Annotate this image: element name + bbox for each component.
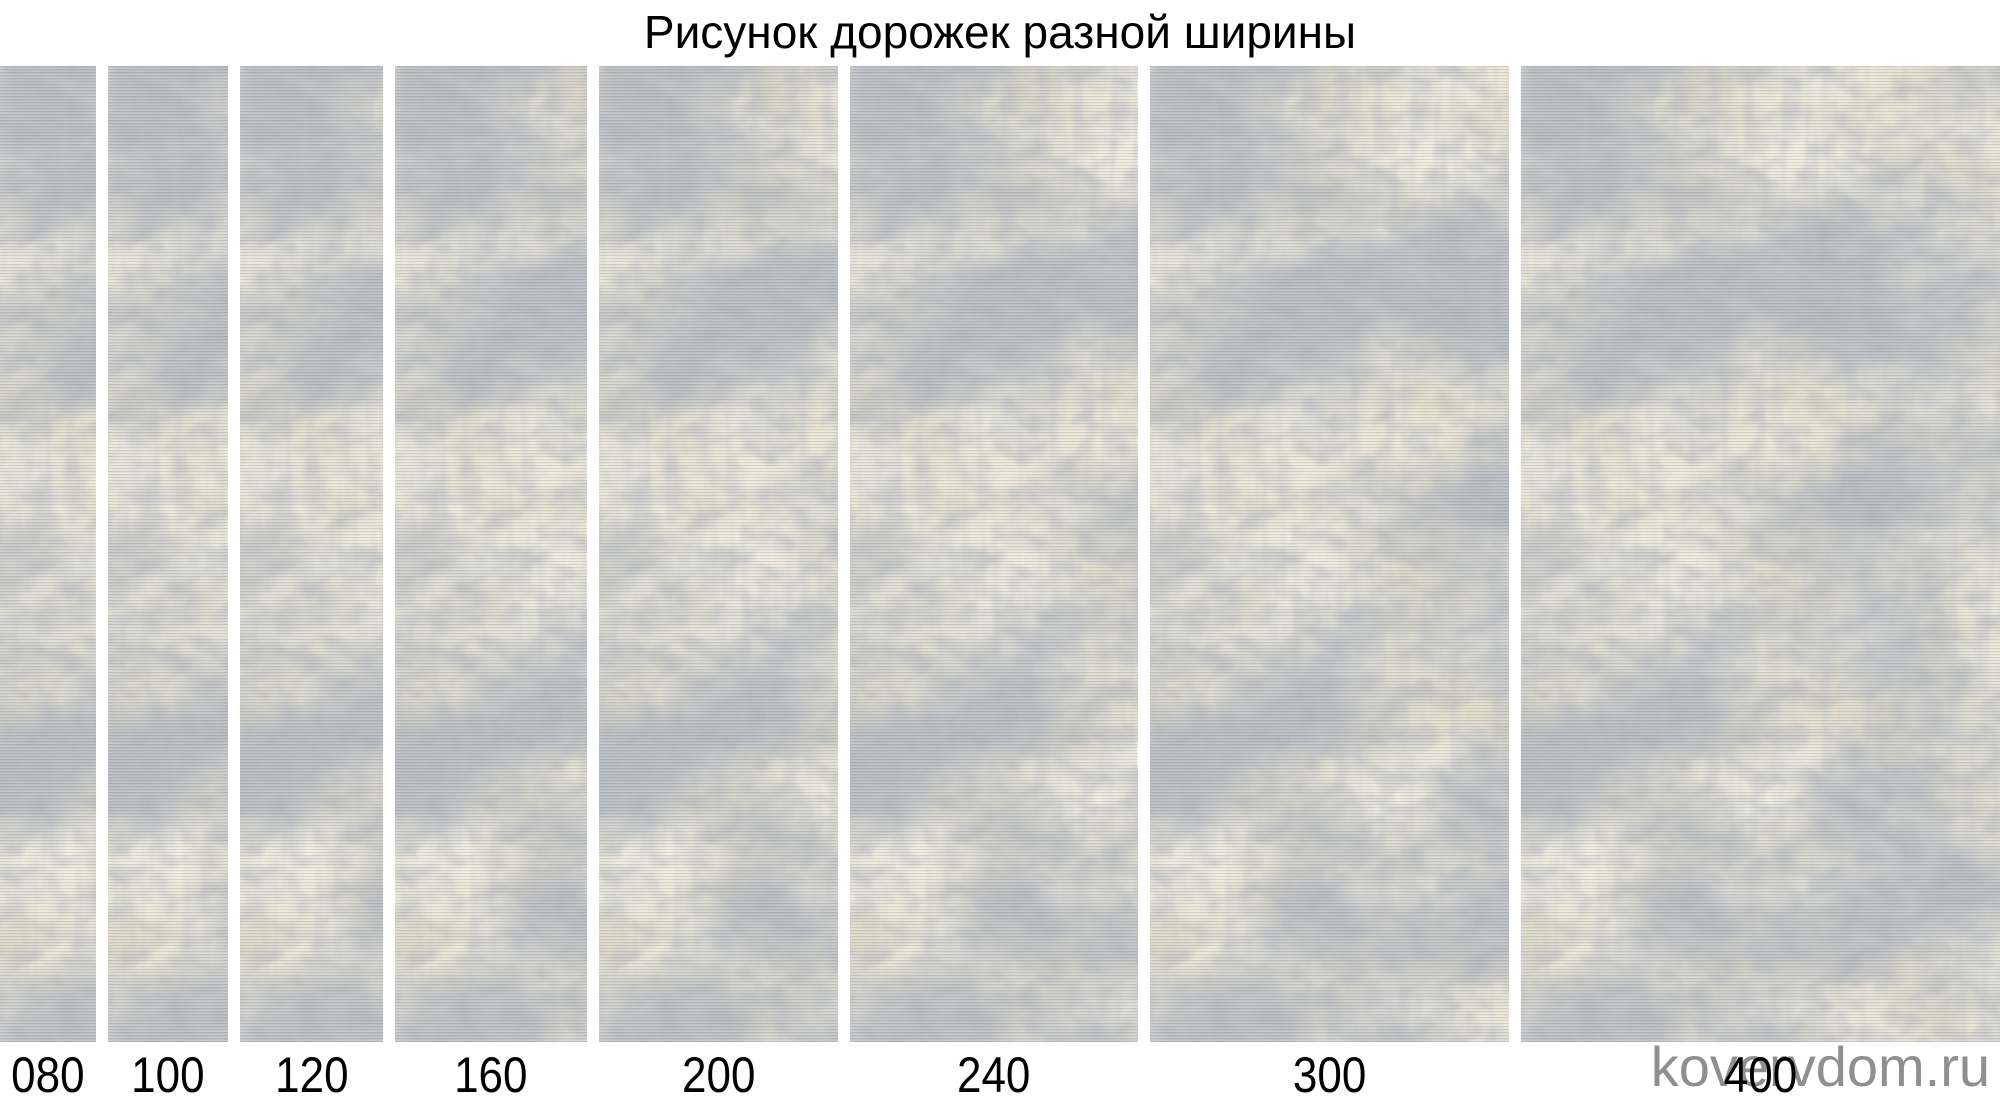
strip-width-label: 300 [1292,1046,1367,1103]
carpet-strip: 100 [107,66,228,1107]
watermark: kovervdom.ru [1650,1035,1990,1098]
strip-width-label: 160 [454,1046,528,1103]
carpet-texture-image [239,66,384,1042]
strip-width-label: 400 [1723,1046,1798,1103]
strip-width-label: 080 [11,1046,85,1103]
strip-width-label: 200 [681,1046,756,1103]
strip-width-label: 100 [130,1046,205,1103]
carpet-texture-image [0,66,96,1042]
carpet-texture-image [1149,66,1509,1042]
strips-row: 080 100 120 [0,66,2000,1107]
strip-width-label: 240 [957,1046,1031,1103]
carpet-strip: 080 [0,66,96,1107]
carpet-strip: 120 [239,66,384,1107]
carpet-strip: 300 [1149,66,1509,1107]
strip-width-label: 120 [274,1046,349,1103]
carpet-texture-image [850,66,1138,1042]
carpet-strip: 400 [1520,66,2000,1107]
carpet-texture-image [395,66,587,1042]
carpet-strip: 200 [598,66,839,1107]
carpet-texture-image [1520,66,2000,1042]
carpet-strip: 160 [395,66,587,1107]
carpet-texture-image [107,66,228,1042]
page-title: Рисунок дорожек разной ширины [643,6,1357,58]
carpet-texture-image [598,66,839,1042]
carpet-strip: 240 [850,66,1138,1107]
